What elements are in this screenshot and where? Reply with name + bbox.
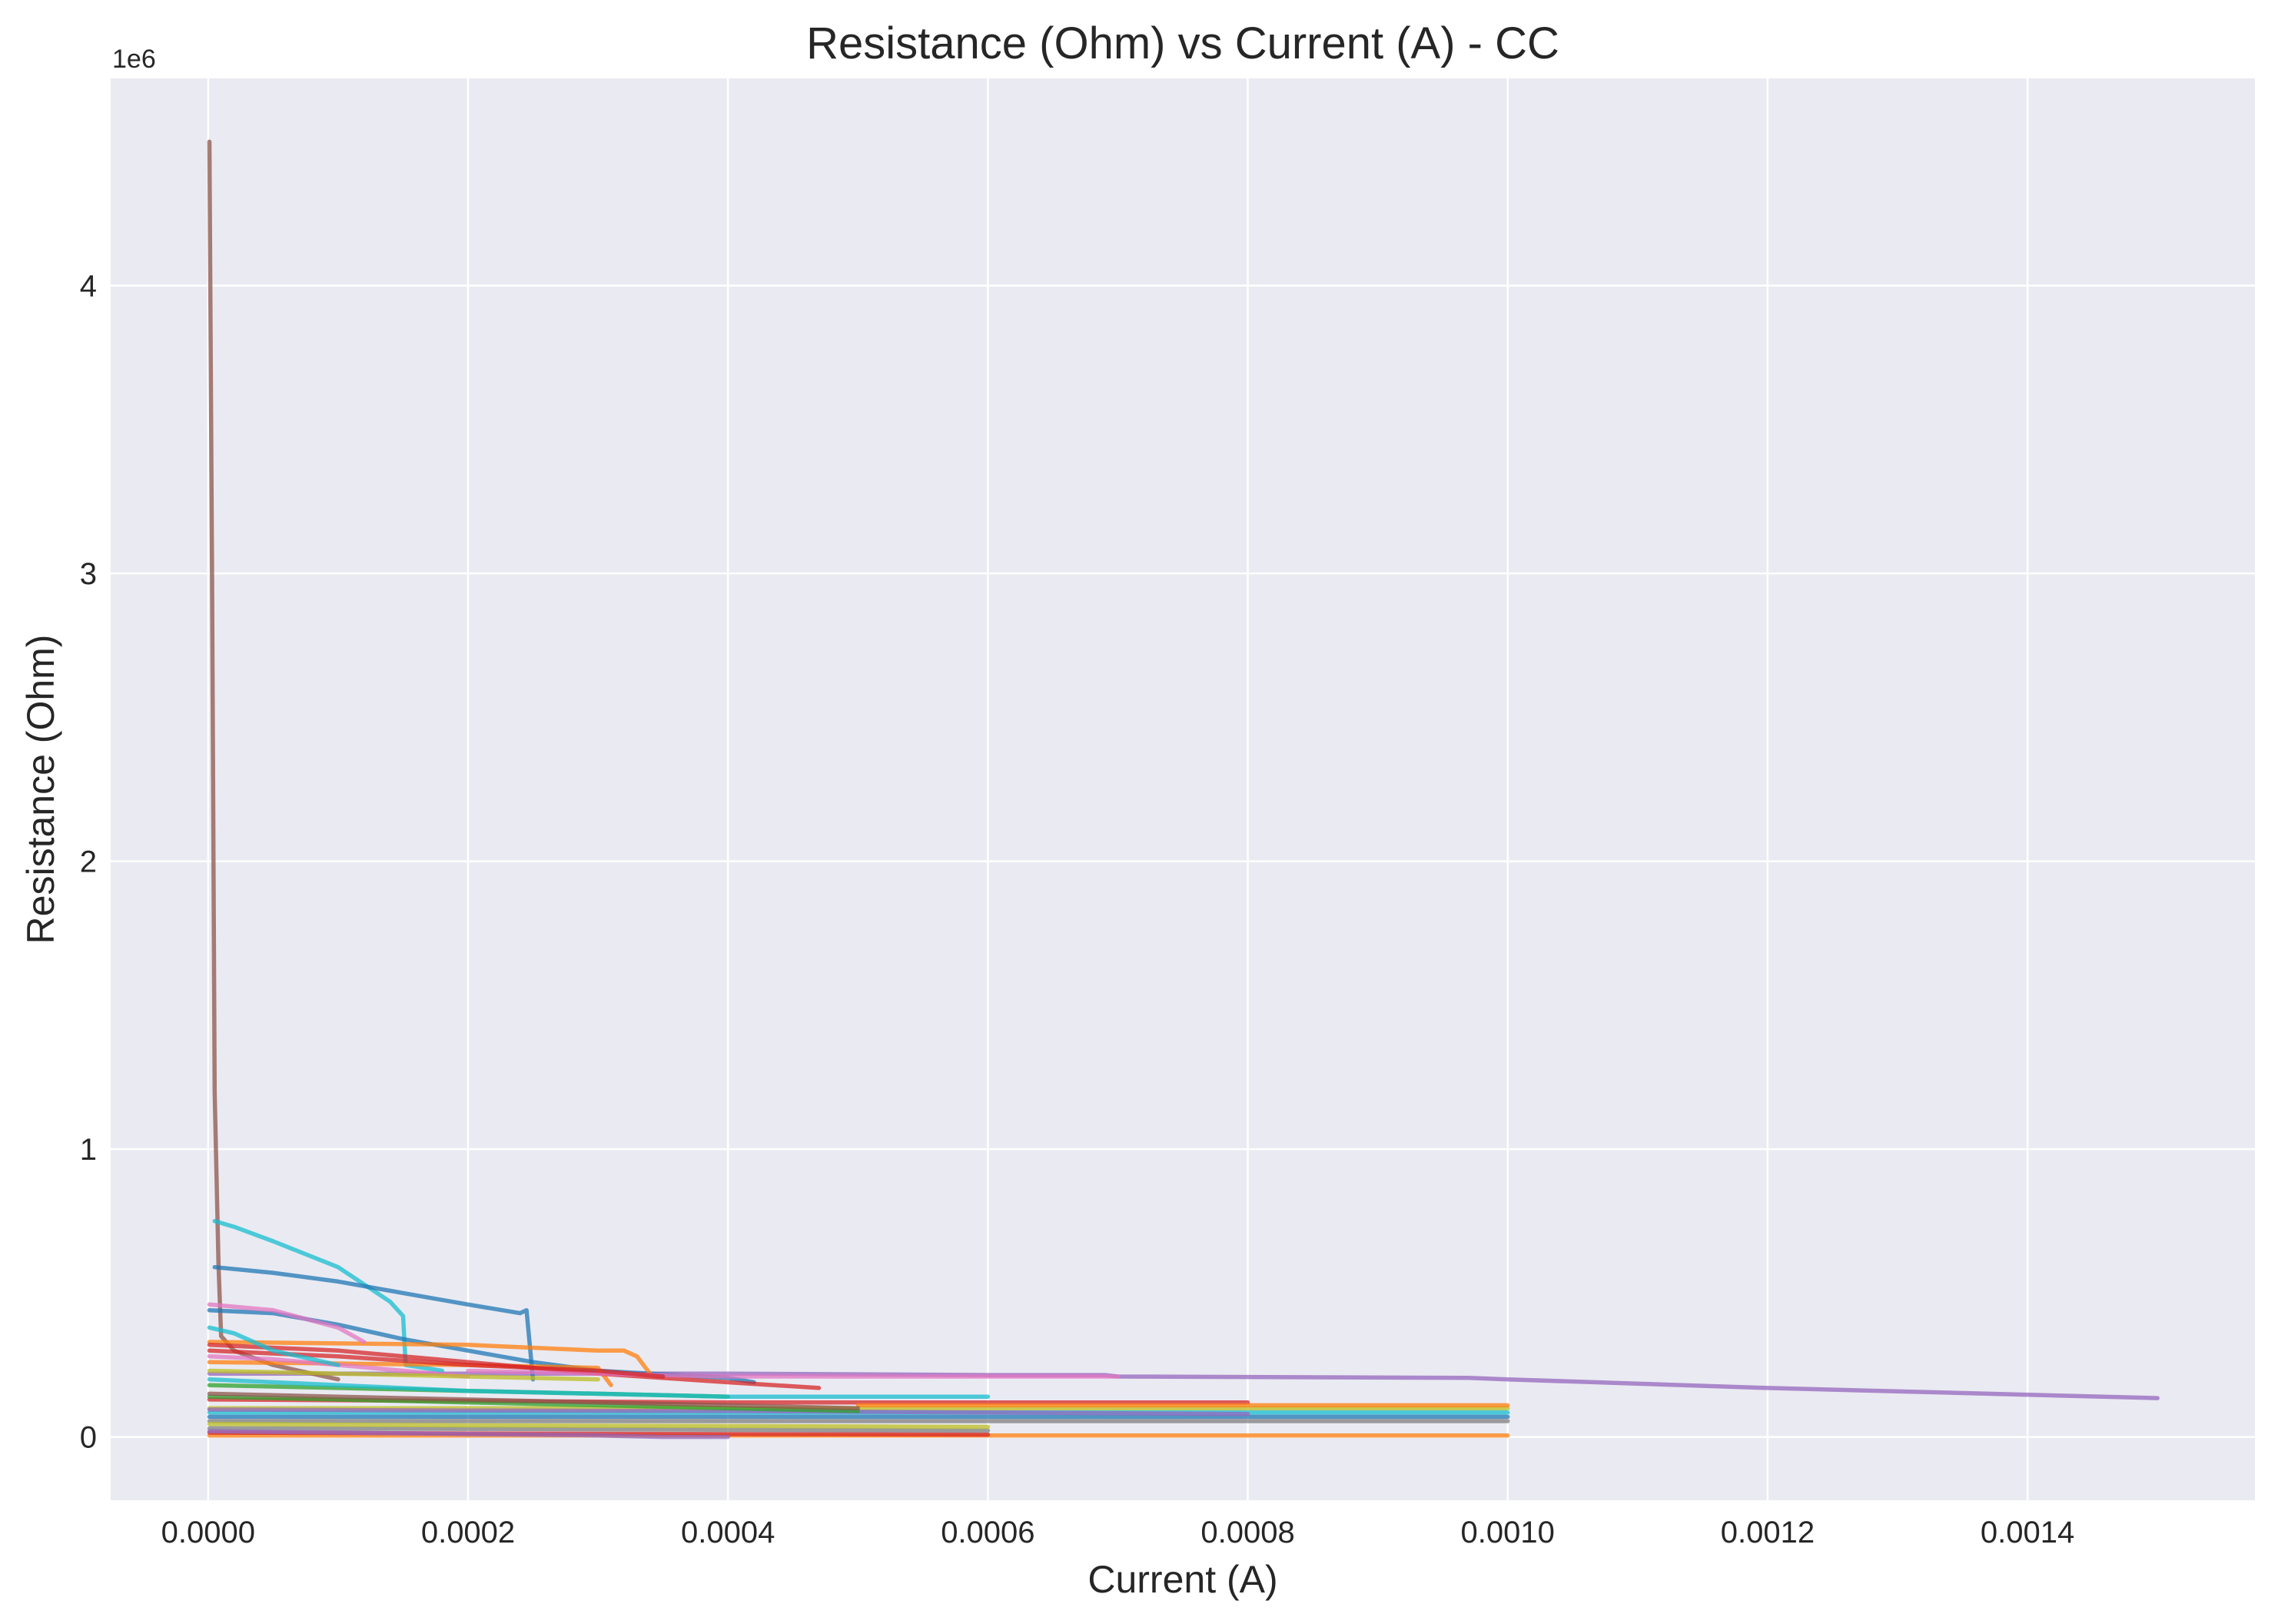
x-tick-label: 0.0014 [1981, 1516, 2074, 1549]
y-tick-label: 1 [80, 1133, 97, 1167]
series-line-21 [207, 1426, 991, 1433]
x-tick-label: 0.0000 [161, 1516, 255, 1549]
plot-background [111, 78, 2255, 1500]
series-line-4 [212, 1264, 536, 1382]
series-line-18 [207, 1407, 1250, 1416]
y-tick-labels: 0 1 2 3 4 [80, 270, 97, 1455]
series-line-23 [207, 1377, 991, 1399]
series-line-24 [207, 1394, 861, 1413]
series-line-6 [207, 1340, 653, 1376]
series-line-25 [207, 1391, 861, 1410]
y-tick-label: 0 [80, 1421, 97, 1455]
series-line-10 [466, 1368, 1121, 1379]
x-tick-label: 0.0006 [941, 1516, 1034, 1549]
x-tick-labels: 0.0000 0.0002 0.0004 0.0006 0.0008 0.0010 0.00… [161, 1516, 2075, 1549]
y-offset-label: 1e6 [112, 45, 156, 74]
series-line-30 [207, 1325, 340, 1367]
y-tick-label: 2 [80, 845, 97, 879]
series-layer [207, 139, 2160, 1440]
x-tick-label: 0.0008 [1200, 1516, 1294, 1549]
series-line-9 [207, 1302, 367, 1344]
x-tick-label: 0.0002 [421, 1516, 515, 1549]
x-tick-label: 0.0004 [681, 1516, 775, 1549]
y-tick-label: 4 [80, 270, 97, 304]
x-axis-title: Current (A) [1088, 1558, 1277, 1601]
series-line-22 [207, 1422, 991, 1430]
chart-title: Resistance (Ohm) vs Current (A) - CC [806, 18, 1559, 68]
x-tick-label: 0.0010 [1461, 1516, 1555, 1549]
series-line-29 [207, 1429, 730, 1440]
y-tick-label: 3 [80, 557, 97, 591]
y-axis-title: Resistance (Ohm) [19, 635, 62, 945]
x-tick-label: 0.0012 [1721, 1516, 1815, 1549]
series-line-27 [207, 1368, 600, 1382]
